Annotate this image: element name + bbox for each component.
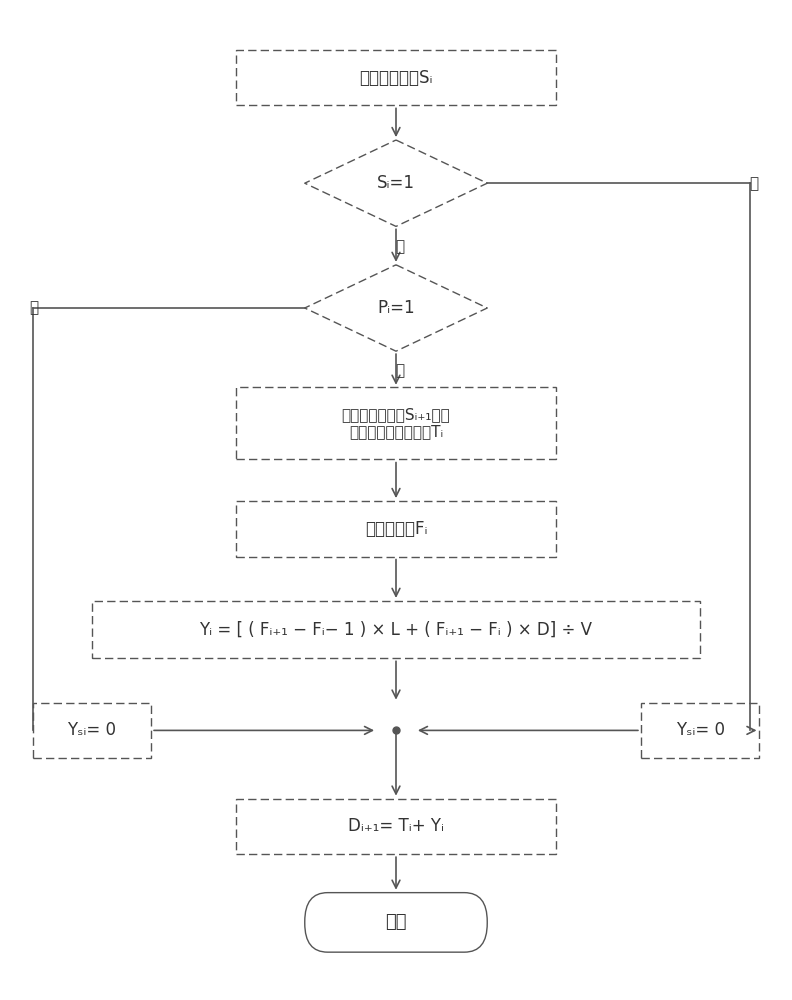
Bar <box>236 501 556 557</box>
Text: Pᵢ=1: Pᵢ=1 <box>377 299 415 317</box>
Text: 采集卸料顺序Sᵢ: 采集卸料顺序Sᵢ <box>360 69 432 87</box>
Bar <box>236 387 556 459</box>
Text: 是: 是 <box>748 176 758 191</box>
Bar <box>236 50 556 105</box>
Text: Yₛᵢ= 0: Yₛᵢ= 0 <box>676 721 725 739</box>
Text: Yₛᵢ= 0: Yₛᵢ= 0 <box>67 721 116 739</box>
Text: Dᵢ₊₁= Tᵢ+ Yᵢ: Dᵢ₊₁= Tᵢ+ Yᵢ <box>348 817 444 835</box>
Bar <box>642 703 759 758</box>
Polygon shape <box>305 140 487 226</box>
Text: 否: 否 <box>395 363 405 378</box>
Text: 否: 否 <box>395 239 405 254</box>
Text: 计算对应的Fᵢ: 计算对应的Fᵢ <box>365 520 427 538</box>
Text: Sᵢ=1: Sᵢ=1 <box>377 174 415 192</box>
Text: 是: 是 <box>29 300 39 316</box>
Polygon shape <box>305 265 487 351</box>
Bar <box>33 703 150 758</box>
Text: 计算卸料顺序为Sᵢ₊₁料仓
卸聊完成所需的时间Tᵢ: 计算卸料顺序为Sᵢ₊₁料仓 卸聊完成所需的时间Tᵢ <box>341 407 451 439</box>
Text: 结束: 结束 <box>385 913 407 931</box>
Text: Yᵢ = [ ( Fᵢ₊₁ − Fᵢ− 1 ) × L + ( Fᵢ₊₁ − Fᵢ ) × D] ÷ V: Yᵢ = [ ( Fᵢ₊₁ − Fᵢ− 1 ) × L + ( Fᵢ₊₁ − F… <box>200 621 592 639</box>
Bar <box>92 601 700 658</box>
Bar <box>236 799 556 854</box>
FancyBboxPatch shape <box>305 893 487 952</box>
